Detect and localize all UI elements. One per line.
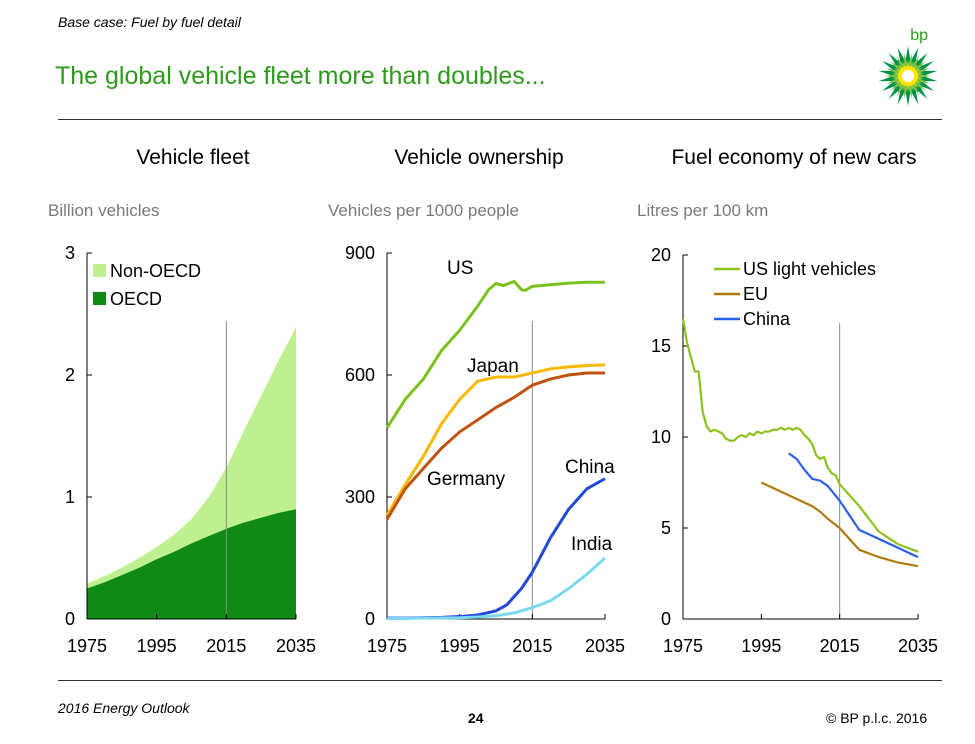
legend-label-eu: EU [743, 284, 768, 304]
legend-label-us-light-vehicles: US light vehicles [743, 259, 876, 279]
vehicle-fleet-legend: Non-OECD OECD [93, 261, 201, 309]
page-number: 24 [468, 710, 484, 726]
legend-label-china: China [743, 309, 791, 329]
fuel-economy-ylabel: Litres per 100 km [637, 201, 768, 220]
line-germany [385, 371, 605, 521]
series-label-us: US [447, 258, 473, 279]
footer-publication: 2016 Energy Outlook [58, 700, 190, 716]
legend-swatch-non-oecd [93, 264, 106, 277]
vehicle-fleet-x-tick-label: 2035 [276, 636, 316, 656]
fuel-economy-y-tick-label: 10 [651, 427, 671, 447]
series-label-india: India [571, 534, 613, 555]
line-us-light-vehicles [681, 318, 919, 553]
legend-label-non-oecd: Non-OECD [110, 261, 201, 281]
series-label-china: China [565, 457, 615, 478]
line-china [788, 452, 919, 559]
vehicle-fleet-x-tick-label: 2015 [206, 636, 246, 656]
legend-label-oecd: OECD [110, 289, 162, 309]
line-eu [760, 481, 919, 568]
series-label-japan: Japan [467, 356, 519, 377]
vehicle-fleet-y-tick-label: 3 [65, 243, 75, 263]
fuel-economy-x-tick-label: 1975 [663, 636, 703, 656]
fuel-economy-x-tick-label: 1995 [741, 636, 781, 656]
vehicle-ownership-y-tick-label: 600 [345, 365, 375, 385]
vehicle-fleet-title: Vehicle fleet [136, 146, 249, 169]
bp-logo-text: bp [910, 27, 928, 44]
fuel-economy-panel: Fuel economy of new cars Litres per 100 … [637, 146, 938, 656]
line-india [386, 556, 607, 621]
vehicle-ownership-y-tick-label: 0 [365, 609, 375, 629]
vehicle-ownership-x-tick-label: 1995 [440, 636, 480, 656]
vehicle-ownership-y-tick-label: 300 [345, 487, 375, 507]
vehicle-ownership-ylabel: Vehicles per 1000 people [328, 201, 519, 220]
fuel-economy-x-tick-label: 2035 [898, 636, 938, 656]
copyright: © BP p.l.c. 2016 [826, 710, 928, 726]
fuel-economy-y-tick-label: 20 [651, 245, 671, 265]
oecd-area [87, 509, 296, 619]
footer-divider [58, 680, 942, 681]
line-us [385, 279, 605, 429]
vehicle-fleet-ylabel: Billion vehicles [48, 201, 160, 220]
series-label-germany: Germany [427, 469, 506, 490]
fuel-economy-lines [681, 318, 919, 568]
vehicle-fleet-axes: 0 1 2 3 1975 1995 2015 2035 [65, 243, 316, 656]
vehicle-fleet-y-tick-label: 0 [65, 609, 75, 629]
legend-swatch-oecd [93, 292, 106, 305]
vehicle-ownership-x-tick-label: 2015 [512, 636, 552, 656]
slide-subtitle: Base case: Fuel by fuel detail [58, 14, 241, 30]
vehicle-ownership-title: Vehicle ownership [394, 146, 563, 169]
vehicle-fleet-y-tick-label: 2 [65, 365, 75, 385]
fuel-economy-y-tick-label: 5 [661, 518, 671, 538]
vehicle-ownership-axes: 0 300 600 900 1975 1995 2015 2035 [345, 243, 625, 656]
vehicle-fleet-panel: Vehicle fleet Billion vehicles 0 1 2 3 1975 1… [48, 146, 316, 656]
line-japan [385, 363, 606, 517]
bp-helios-icon [878, 46, 938, 106]
vehicle-ownership-x-tick-label: 2035 [585, 636, 625, 656]
vehicle-fleet-y-tick-label: 1 [65, 487, 75, 507]
slide-title: The global vehicle fleet more than doubl… [55, 62, 546, 90]
fuel-economy-y-tick-label: 15 [651, 336, 671, 356]
fuel-economy-title: Fuel economy of new cars [671, 146, 916, 169]
fuel-economy-x-tick-label: 2015 [820, 636, 860, 656]
fuel-economy-legend: US light vehicles EU China [714, 259, 876, 329]
vehicle-ownership-x-tick-label: 1975 [367, 636, 407, 656]
header-divider [58, 119, 942, 120]
vehicle-ownership-panel: Vehicle ownership Vehicles per 1000 peop… [328, 146, 625, 656]
fuel-economy-y-tick-label: 0 [661, 609, 671, 629]
vehicle-ownership-y-tick-label: 900 [345, 243, 375, 263]
vehicle-fleet-x-tick-label: 1975 [67, 636, 107, 656]
fuel-economy-axes: 0 5 10 15 20 1975 1995 2015 2035 [651, 245, 938, 656]
vehicle-ownership-lines [385, 279, 607, 621]
bp-logo: bp [878, 27, 938, 106]
vehicle-fleet-x-tick-label: 1995 [137, 636, 177, 656]
